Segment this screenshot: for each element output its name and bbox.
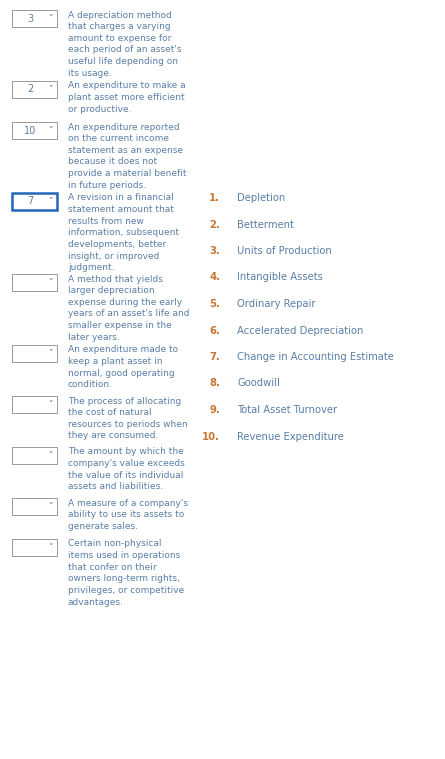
FancyBboxPatch shape — [12, 345, 57, 362]
Text: An expenditure reported
on the current income
statement as an expense
because it: An expenditure reported on the current i… — [68, 122, 186, 190]
Text: 6.: 6. — [209, 326, 220, 335]
Text: 3: 3 — [27, 14, 33, 24]
Text: ˅: ˅ — [48, 543, 52, 552]
Text: 1.: 1. — [209, 193, 220, 203]
Text: Units of Production: Units of Production — [237, 246, 332, 256]
Text: ˅: ˅ — [48, 400, 52, 409]
Text: ˅: ˅ — [48, 197, 52, 206]
Text: Intangible Assets: Intangible Assets — [237, 272, 323, 282]
Text: Goodwill: Goodwill — [237, 379, 280, 389]
Text: Accelerated Depreciation: Accelerated Depreciation — [237, 326, 364, 335]
Text: ˅: ˅ — [48, 451, 52, 460]
Text: 2.: 2. — [209, 219, 220, 229]
Text: 10.: 10. — [202, 432, 220, 442]
Text: 7: 7 — [27, 197, 33, 206]
Text: 3.: 3. — [209, 246, 220, 256]
Text: Certain non-physical
items used in operations
that confer on their
owners long-t: Certain non-physical items used in opera… — [68, 540, 184, 606]
Text: 9.: 9. — [209, 405, 220, 415]
FancyBboxPatch shape — [12, 396, 57, 413]
Text: A depreciation method
that charges a varying
amount to expense for
each period o: A depreciation method that charges a var… — [68, 11, 182, 78]
Text: ˅: ˅ — [48, 85, 52, 94]
Text: Ordinary Repair: Ordinary Repair — [237, 299, 316, 309]
FancyBboxPatch shape — [12, 81, 57, 98]
FancyBboxPatch shape — [12, 193, 57, 210]
FancyBboxPatch shape — [12, 274, 57, 291]
FancyBboxPatch shape — [12, 122, 57, 139]
Text: ˅: ˅ — [48, 349, 52, 358]
Text: An expenditure to make a
plant asset more efficient
or productive.: An expenditure to make a plant asset mor… — [68, 81, 186, 114]
Text: ˅: ˅ — [48, 126, 52, 135]
Text: 8.: 8. — [209, 379, 220, 389]
FancyBboxPatch shape — [12, 10, 57, 27]
Text: Depletion: Depletion — [237, 193, 285, 203]
Text: ˅: ˅ — [48, 278, 52, 287]
Text: 5.: 5. — [209, 299, 220, 309]
Text: A method that yields
larger depreciation
expense during the early
years of an as: A method that yields larger depreciation… — [68, 275, 190, 342]
Text: An expenditure made to
keep a plant asset in
normal, good operating
condition.: An expenditure made to keep a plant asse… — [68, 345, 178, 389]
Text: 7.: 7. — [209, 352, 220, 362]
Text: ˅: ˅ — [48, 502, 52, 511]
Text: 4.: 4. — [209, 272, 220, 282]
FancyBboxPatch shape — [12, 498, 57, 515]
Text: Change in Accounting Estimate: Change in Accounting Estimate — [237, 352, 394, 362]
FancyBboxPatch shape — [12, 539, 57, 556]
Text: Total Asset Turnover: Total Asset Turnover — [237, 405, 337, 415]
Text: 10: 10 — [24, 125, 36, 136]
Text: A revision in a financial
statement amount that
results from new
information, su: A revision in a financial statement amou… — [68, 194, 179, 272]
FancyBboxPatch shape — [12, 447, 57, 464]
Text: The process of allocating
the cost of natural
resources to periods when
they are: The process of allocating the cost of na… — [68, 396, 188, 440]
Text: Revenue Expenditure: Revenue Expenditure — [237, 432, 344, 442]
Text: 2: 2 — [27, 84, 33, 95]
Text: Betterment: Betterment — [237, 219, 294, 229]
Text: The amount by which the
company's value exceeds
the value of its individual
asse: The amount by which the company's value … — [68, 448, 185, 492]
Text: A measure of a company's
ability to use its assets to
generate sales.: A measure of a company's ability to use … — [68, 499, 188, 531]
Text: ˅: ˅ — [48, 14, 52, 23]
